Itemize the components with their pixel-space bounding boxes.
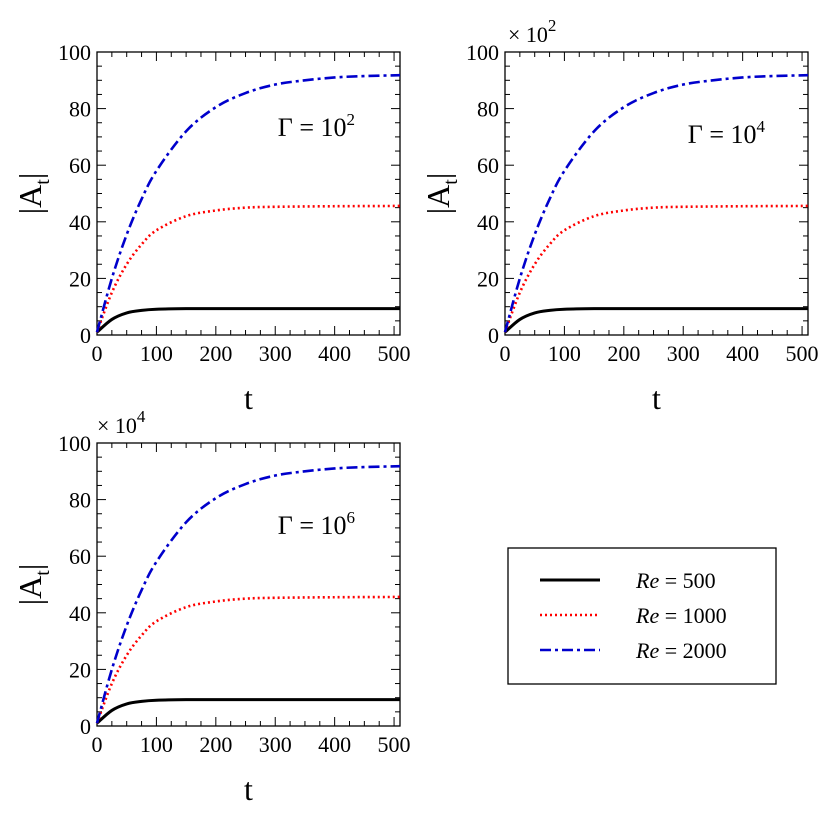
panel-gamma-1e4: 0 100 200 300 400 500 0 20 40 60 80 100 t |At| × 102 Γ … [420,16,819,416]
x-tick-label: 400 [318,732,351,757]
x-tick-label: 100 [140,732,173,757]
gamma-annotation: Γ = 102 [278,110,355,142]
series-line-solid [96,307,400,334]
series-line-dashdot [95,464,401,724]
plot-frame [96,442,401,727]
legend: Re = 500 Re = 1000 Re = 2000 [507,547,777,685]
x-axis-title: t [244,380,253,416]
y-tick-label: 60 [477,153,499,178]
y-tick-label: 80 [69,488,91,513]
series-line-dashdot [95,73,401,333]
x-tick-label: 200 [199,732,232,757]
x-tick-label: 0 [500,341,511,366]
y-tick-label: 100 [466,40,499,65]
plot-frame [504,51,809,336]
y-tick-label: 20 [69,266,91,291]
series-line-dashdot [503,73,809,333]
x-tick-label: 400 [726,341,759,366]
x-tick-label: 300 [667,341,700,366]
y-tick-label: 80 [477,97,499,122]
axis-multiplier: × 104 [97,407,146,438]
x-tick-label: 200 [199,341,232,366]
x-tick-label: 500 [378,341,411,366]
x-tick-label: 200 [607,341,640,366]
x-axis-title: t [652,380,661,416]
x-tick-label: 500 [786,341,819,366]
x-tick-label: 0 [92,732,103,757]
x-tick-label: 0 [92,341,103,366]
y-axis-title: |At| [12,173,54,214]
y-tick-label: 20 [477,266,499,291]
x-tick-label: 300 [259,732,292,757]
y-tick-label: 100 [58,431,91,456]
y-tick-label: 60 [69,544,91,569]
x-tick-label: 100 [548,341,581,366]
legend-label: Re = 1000 [635,603,727,628]
y-tick-label: 40 [69,210,91,235]
x-tick-label: 300 [259,341,292,366]
series-line-solid [96,698,400,725]
x-tick-label: 400 [318,341,351,366]
y-tick-label: 0 [80,323,91,348]
legend-label: Re = 2000 [635,638,727,663]
x-tick-label: 500 [378,732,411,757]
y-axis-title: |At| [12,564,54,605]
y-tick-label: 0 [488,323,499,348]
y-tick-label: 0 [80,714,91,739]
series-line-solid [504,307,808,334]
y-tick-label: 100 [58,40,91,65]
y-tick-label: 40 [477,210,499,235]
y-tick-label: 40 [69,601,91,626]
plot-frame [96,51,401,336]
x-axis-title: t [244,771,253,807]
legend-box [507,547,777,685]
y-tick-label: 60 [69,153,91,178]
panel-gamma-1e2: 0 100 200 300 400 500 0 20 40 60 80 100 t |At| Γ = 102 [12,40,411,416]
gamma-annotation: Γ = 106 [278,508,355,540]
axis-multiplier: × 102 [508,16,556,47]
y-tick-label: 80 [69,97,91,122]
y-tick-label: 20 [69,657,91,682]
x-tick-label: 100 [140,341,173,366]
panel-gamma-1e6: 0 100 200 300 400 500 0 20 40 60 80 100 t |At| × 104 Γ … [12,407,411,807]
legend-label: Re = 500 [635,568,716,593]
gamma-annotation: Γ = 104 [688,117,766,149]
series-line-dotted [503,204,809,333]
series-line-dotted [95,595,401,724]
series-line-dotted [95,204,401,333]
y-axis-title: |At| [420,173,462,214]
